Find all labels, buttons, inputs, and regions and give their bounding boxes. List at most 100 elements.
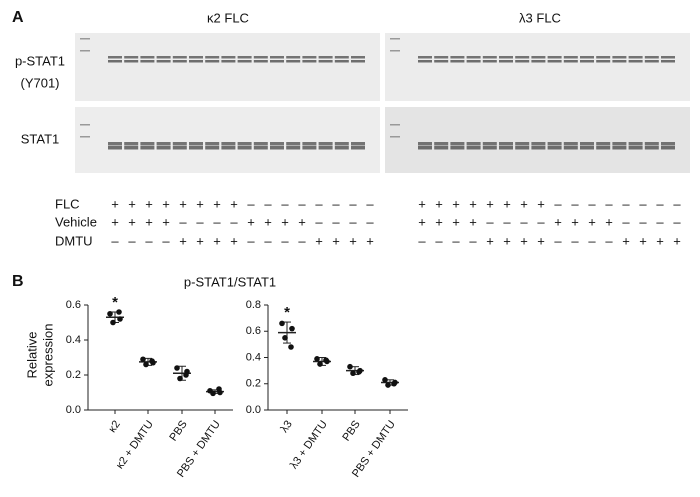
- sign: +: [196, 233, 204, 248]
- sign: –: [281, 233, 289, 248]
- band: [253, 146, 268, 150]
- sign: +: [213, 233, 221, 248]
- point: [149, 358, 155, 364]
- band: [580, 60, 594, 63]
- point: [183, 372, 189, 378]
- sign: –: [366, 196, 374, 211]
- sign: +: [281, 214, 289, 229]
- ladder: [80, 50, 90, 52]
- band: [270, 56, 284, 59]
- band: [189, 56, 203, 59]
- band: [612, 142, 627, 146]
- sign: –: [554, 196, 562, 211]
- sign: –: [605, 233, 613, 248]
- band: [221, 56, 236, 59]
- band: [286, 60, 301, 63]
- band: [482, 142, 497, 146]
- band: [334, 142, 349, 146]
- band: [450, 142, 465, 146]
- band: [318, 56, 333, 59]
- band: [661, 60, 675, 63]
- sign: +: [452, 196, 460, 211]
- x-tick-label: PBS: [167, 419, 189, 444]
- band: [547, 56, 562, 59]
- band: [270, 60, 284, 63]
- band: [140, 146, 155, 150]
- sign: –: [349, 196, 357, 211]
- band: [563, 56, 578, 59]
- sign: –: [639, 196, 647, 211]
- band: [253, 60, 268, 63]
- ladder: [390, 50, 400, 52]
- sign: +: [486, 233, 494, 248]
- band: [189, 146, 203, 150]
- band: [286, 146, 301, 150]
- sign: +: [230, 196, 238, 211]
- band: [418, 56, 432, 59]
- band: [596, 146, 611, 150]
- sign: +: [418, 214, 426, 229]
- sign: +: [520, 233, 528, 248]
- band: [205, 60, 220, 63]
- sign: –: [264, 196, 272, 211]
- row-label: (Y701): [20, 75, 59, 90]
- y-tick-label: 0.0: [66, 404, 81, 416]
- band: [156, 60, 171, 63]
- band: [205, 146, 220, 150]
- band: [482, 146, 497, 150]
- band: [434, 60, 449, 63]
- y-label: Relative: [24, 332, 39, 379]
- sign: +: [145, 196, 153, 211]
- sign: –: [588, 233, 596, 248]
- band: [596, 56, 611, 59]
- band: [302, 56, 317, 59]
- band: [124, 60, 139, 63]
- band: [302, 146, 317, 150]
- ladder: [390, 38, 400, 40]
- panel-label: B: [12, 273, 24, 290]
- sign: +: [213, 196, 221, 211]
- sign: +: [332, 233, 340, 248]
- sign: +: [366, 233, 374, 248]
- row-label: p-STAT1: [15, 53, 65, 68]
- band: [612, 146, 627, 150]
- band: [482, 60, 497, 63]
- point: [356, 369, 362, 375]
- band: [580, 142, 594, 146]
- sign: –: [418, 233, 426, 248]
- sign: +: [469, 214, 477, 229]
- point: [279, 320, 285, 327]
- sign: –: [622, 214, 630, 229]
- ladder: [80, 136, 90, 138]
- y-tick-label: 0.4: [246, 351, 261, 363]
- x-tick-label: λ3: [278, 419, 294, 435]
- band: [418, 142, 432, 146]
- band: [253, 142, 268, 146]
- band: [172, 60, 187, 63]
- sign: +: [179, 233, 187, 248]
- blot: [75, 33, 380, 101]
- blot-title: λ3 FLC: [519, 10, 561, 25]
- band: [221, 146, 236, 150]
- band: [172, 146, 187, 150]
- point: [210, 390, 216, 397]
- band: [515, 56, 530, 59]
- y-tick-label: 0.4: [66, 334, 81, 346]
- point: [385, 382, 391, 388]
- band: [334, 60, 349, 63]
- ladder: [390, 136, 400, 138]
- band: [205, 142, 220, 146]
- sign: –: [298, 196, 306, 211]
- sign: –: [554, 233, 562, 248]
- band: [547, 146, 562, 150]
- band: [499, 146, 513, 150]
- band: [596, 60, 611, 63]
- band: [189, 60, 203, 63]
- band: [644, 56, 659, 59]
- ladder: [80, 38, 90, 40]
- condition-label: FLC: [55, 196, 80, 211]
- sign: +: [503, 233, 511, 248]
- band: [612, 60, 627, 63]
- band: [270, 142, 284, 146]
